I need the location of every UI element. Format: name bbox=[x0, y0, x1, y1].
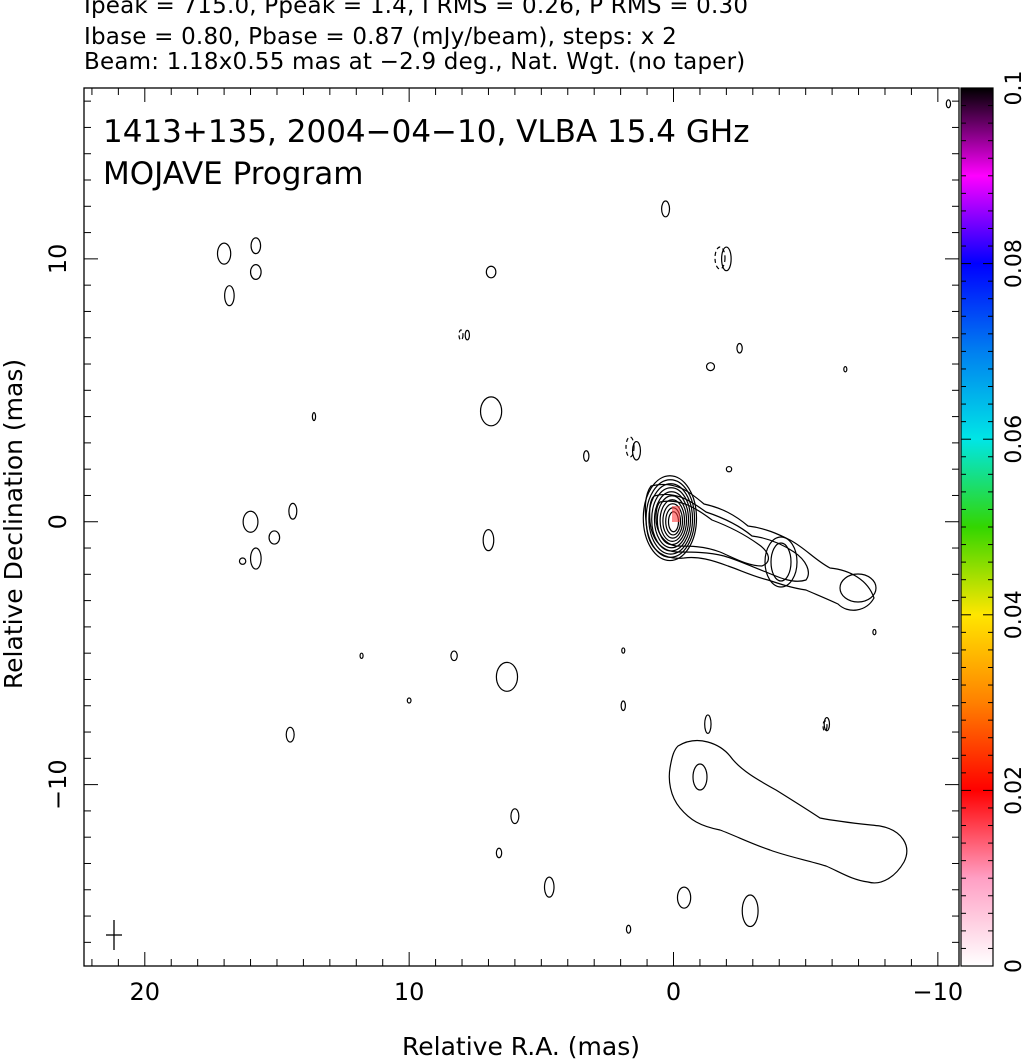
contour-blob bbox=[705, 362, 716, 372]
contour-blob bbox=[725, 465, 733, 473]
contour-blob bbox=[621, 647, 626, 654]
core-peak-pixel bbox=[672, 506, 680, 522]
contour-blob bbox=[249, 264, 262, 280]
contour-blob bbox=[268, 530, 281, 545]
contour-blob bbox=[625, 924, 632, 934]
y-tick-label: 10 bbox=[44, 244, 72, 275]
contour-blob bbox=[479, 396, 503, 427]
noise-contours bbox=[216, 99, 952, 934]
colorbar-tick-label: 0.1 bbox=[1002, 71, 1022, 106]
contour-blob bbox=[242, 510, 259, 533]
map-title: 1413+135, 2004−04−10, VLBA 15.4 GHz bbox=[103, 114, 749, 150]
contour-blob bbox=[249, 547, 262, 570]
x-tick-label: 10 bbox=[394, 978, 425, 1006]
axis-ticks bbox=[84, 88, 959, 966]
contour-blob bbox=[945, 99, 952, 109]
colorbar-tick-label: 0.02 bbox=[1002, 766, 1022, 815]
contour-blob bbox=[216, 242, 232, 265]
contour-blob bbox=[583, 450, 590, 462]
core-contour bbox=[648, 483, 694, 555]
y-tick-label: 0 bbox=[44, 514, 72, 529]
x-tick-label: 20 bbox=[130, 978, 161, 1006]
colorbar-ticks bbox=[961, 87, 993, 967]
core-contour bbox=[642, 475, 698, 562]
header-line-3: Beam: 1.18x0.55 mas at −2.9 deg., Nat. W… bbox=[84, 49, 746, 75]
contour-blob bbox=[224, 285, 235, 307]
core-contour bbox=[659, 499, 686, 542]
contour-blob bbox=[311, 412, 317, 422]
colorbar bbox=[961, 88, 993, 966]
contour-blob bbox=[485, 265, 497, 279]
contour-blob bbox=[285, 726, 295, 743]
jet-knot-contour-outer bbox=[764, 536, 798, 588]
contour-blob bbox=[450, 650, 458, 662]
contour-blob bbox=[661, 200, 671, 218]
map-subtitle: MOJAVE Program bbox=[103, 156, 363, 192]
jet-knot-contour bbox=[770, 542, 792, 582]
extended-knot-contour bbox=[692, 763, 708, 791]
jet-knot-contour-far bbox=[839, 573, 877, 603]
x-tick-label: −10 bbox=[913, 978, 964, 1006]
contour-blob bbox=[631, 440, 642, 461]
beam-marker bbox=[106, 920, 122, 950]
x-axis-label: Relative R.A. (mas) bbox=[402, 1032, 640, 1060]
core-contour bbox=[662, 503, 684, 539]
contour-blob bbox=[482, 529, 495, 552]
contour-blob bbox=[238, 557, 247, 565]
contour-blob bbox=[250, 237, 262, 255]
colorbar-tick-label: 0.04 bbox=[1002, 590, 1022, 639]
x-tick-label: 0 bbox=[666, 978, 681, 1006]
contour-blob bbox=[495, 661, 519, 692]
contour-blob bbox=[464, 329, 471, 341]
contour-blob bbox=[736, 342, 743, 354]
extended-emission-contour bbox=[668, 740, 908, 884]
jet-contour-2 bbox=[649, 493, 809, 582]
contour-blob bbox=[510, 808, 520, 825]
colorbar-labels: 0 0.02 0.04 0.06 0.08 0.1 bbox=[1002, 71, 1022, 974]
y-tick-label: −10 bbox=[44, 759, 72, 810]
jet-contour bbox=[644, 483, 875, 611]
x-tick-labels: 20 10 0 −10 bbox=[130, 978, 964, 1006]
colorbar-tick-label: 0.08 bbox=[1002, 239, 1022, 288]
jet-contour-3 bbox=[655, 500, 769, 567]
core-contour bbox=[653, 491, 690, 549]
header-line-1: Ipeak = 715.0, Ppeak = 1.4, I RMS = 0.26… bbox=[84, 0, 749, 19]
colorbar-tick-label: 0 bbox=[1002, 959, 1022, 973]
contour-blob bbox=[721, 246, 732, 272]
contour-blob bbox=[543, 876, 555, 898]
y-axis-label: Relative Declination (mas) bbox=[0, 359, 28, 689]
contour-blob bbox=[406, 697, 412, 704]
contour-blob bbox=[741, 894, 759, 928]
contour-blob bbox=[676, 886, 692, 909]
header-line-2: Ibase = 0.80, Pbase = 0.87 (mJy/beam), s… bbox=[84, 24, 677, 50]
contour-blob bbox=[359, 652, 364, 660]
contour-blob bbox=[843, 366, 848, 373]
y-tick-labels: 10 0 −10 bbox=[44, 244, 72, 810]
colorbar-tick-label: 0.06 bbox=[1002, 415, 1022, 464]
contour-blob bbox=[823, 716, 831, 732]
core-contours bbox=[642, 475, 698, 562]
plot-frame bbox=[83, 87, 960, 967]
contour-blob bbox=[872, 628, 877, 636]
contour-blob bbox=[704, 714, 712, 734]
negative-contours bbox=[458, 246, 828, 732]
contour-blob bbox=[620, 700, 626, 712]
contour-blob bbox=[288, 502, 298, 520]
contour-blob bbox=[495, 847, 503, 859]
